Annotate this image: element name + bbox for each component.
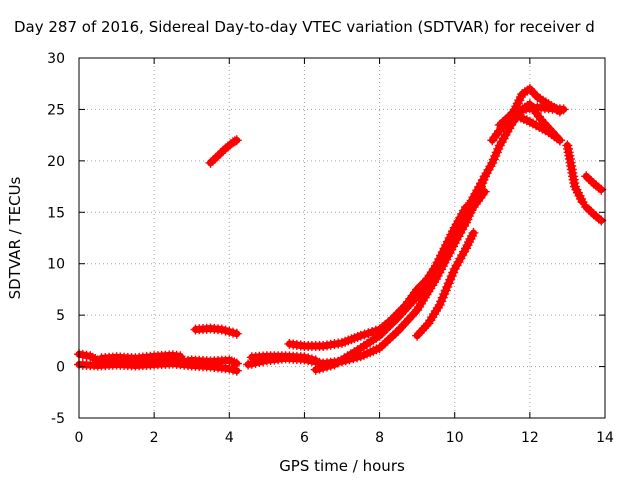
data-point-marker [418, 323, 429, 334]
chart-title: Day 287 of 2016, Sidereal Day-to-day VTE… [14, 18, 595, 36]
y-tick-label: 15 [47, 205, 65, 221]
data-point-marker [229, 136, 240, 147]
data-point-marker [588, 178, 599, 189]
plot-frame [78, 57, 606, 419]
data-point-marker [588, 209, 599, 220]
data-point-marker [577, 197, 588, 207]
series-track-3 [96, 350, 186, 364]
data-point-marker [586, 176, 597, 187]
data-point-marker [218, 145, 228, 156]
data-point-marker [310, 355, 321, 366]
y-tick-label: 0 [56, 360, 65, 376]
data-point-marker [223, 141, 233, 152]
data-point-marker [416, 325, 427, 336]
series-track-6 [190, 323, 242, 339]
x-tick-label: 8 [375, 430, 384, 446]
y-tick-label: 20 [47, 154, 65, 170]
data-point-marker [581, 171, 592, 182]
data-point-marker [215, 148, 226, 159]
x-tick-label: 14 [596, 430, 614, 446]
data-point-marker [377, 340, 388, 351]
series-track-4 [171, 355, 242, 369]
data-point-marker [414, 328, 425, 339]
x-axis-label: GPS time / hours [279, 457, 405, 475]
y-tick-labels: -5 0 5 10 15 20 25 30 [47, 51, 65, 427]
data-point-marker [231, 358, 242, 369]
x-tick-label: 10 [446, 430, 464, 446]
data-point-marker [519, 87, 530, 98]
data-point-marker [208, 155, 218, 166]
data-point-marker [412, 330, 423, 341]
series-track-19 [581, 202, 607, 226]
series-track-15 [494, 102, 569, 130]
data-point-marker [581, 202, 592, 213]
data-point-marker [224, 355, 235, 366]
y-tick-label: 5 [56, 308, 65, 324]
x-tick-label: 0 [75, 430, 84, 446]
data-point-marker [205, 157, 216, 168]
series-track-11 [382, 202, 471, 333]
data-point-marker [409, 292, 420, 303]
data-point-marker [558, 104, 569, 115]
data-point-marker [554, 135, 565, 146]
series-track-5 [205, 135, 242, 168]
y-tick-label: 10 [47, 257, 65, 273]
data-point-marker [421, 320, 432, 331]
x-tick-label: 2 [150, 430, 159, 446]
series-track-12 [412, 227, 479, 341]
data-point-marker [517, 89, 528, 99]
x-tick-label: 12 [521, 430, 539, 446]
data-point-marker [591, 211, 602, 222]
data-point-marker [591, 180, 602, 191]
axis-ticks [78, 57, 606, 419]
y-axis-label: SDTVAR / TECUs [6, 176, 24, 299]
data-point-marker [210, 153, 221, 164]
x-tick-label: 4 [225, 430, 234, 446]
x-tick-labels: 0 2 4 6 8 10 12 14 [75, 430, 614, 446]
series-track-8 [246, 351, 321, 366]
data-point-marker [231, 135, 242, 146]
data-point-marker [583, 204, 594, 215]
data-point-marker [229, 357, 240, 368]
y-tick-label: 30 [47, 51, 65, 67]
y-tick-label: -5 [51, 411, 65, 427]
series-track-18 [581, 171, 607, 195]
x-tick-label: 6 [300, 430, 309, 446]
data-point-marker [468, 227, 479, 238]
data-point-marker [231, 328, 242, 339]
data-point-marker [583, 173, 594, 184]
data-point-marker [479, 186, 490, 197]
data-point-marker [593, 213, 604, 224]
data-series [74, 83, 607, 376]
data-point-marker [213, 150, 223, 161]
data-point-marker [586, 206, 597, 217]
data-point-marker [522, 85, 533, 96]
data-point-marker [226, 356, 237, 367]
series-track-17 [562, 140, 588, 207]
data-point-marker [220, 143, 231, 154]
data-point-marker [593, 182, 604, 193]
y-tick-label: 25 [47, 102, 65, 118]
series-track-16 [509, 109, 565, 146]
